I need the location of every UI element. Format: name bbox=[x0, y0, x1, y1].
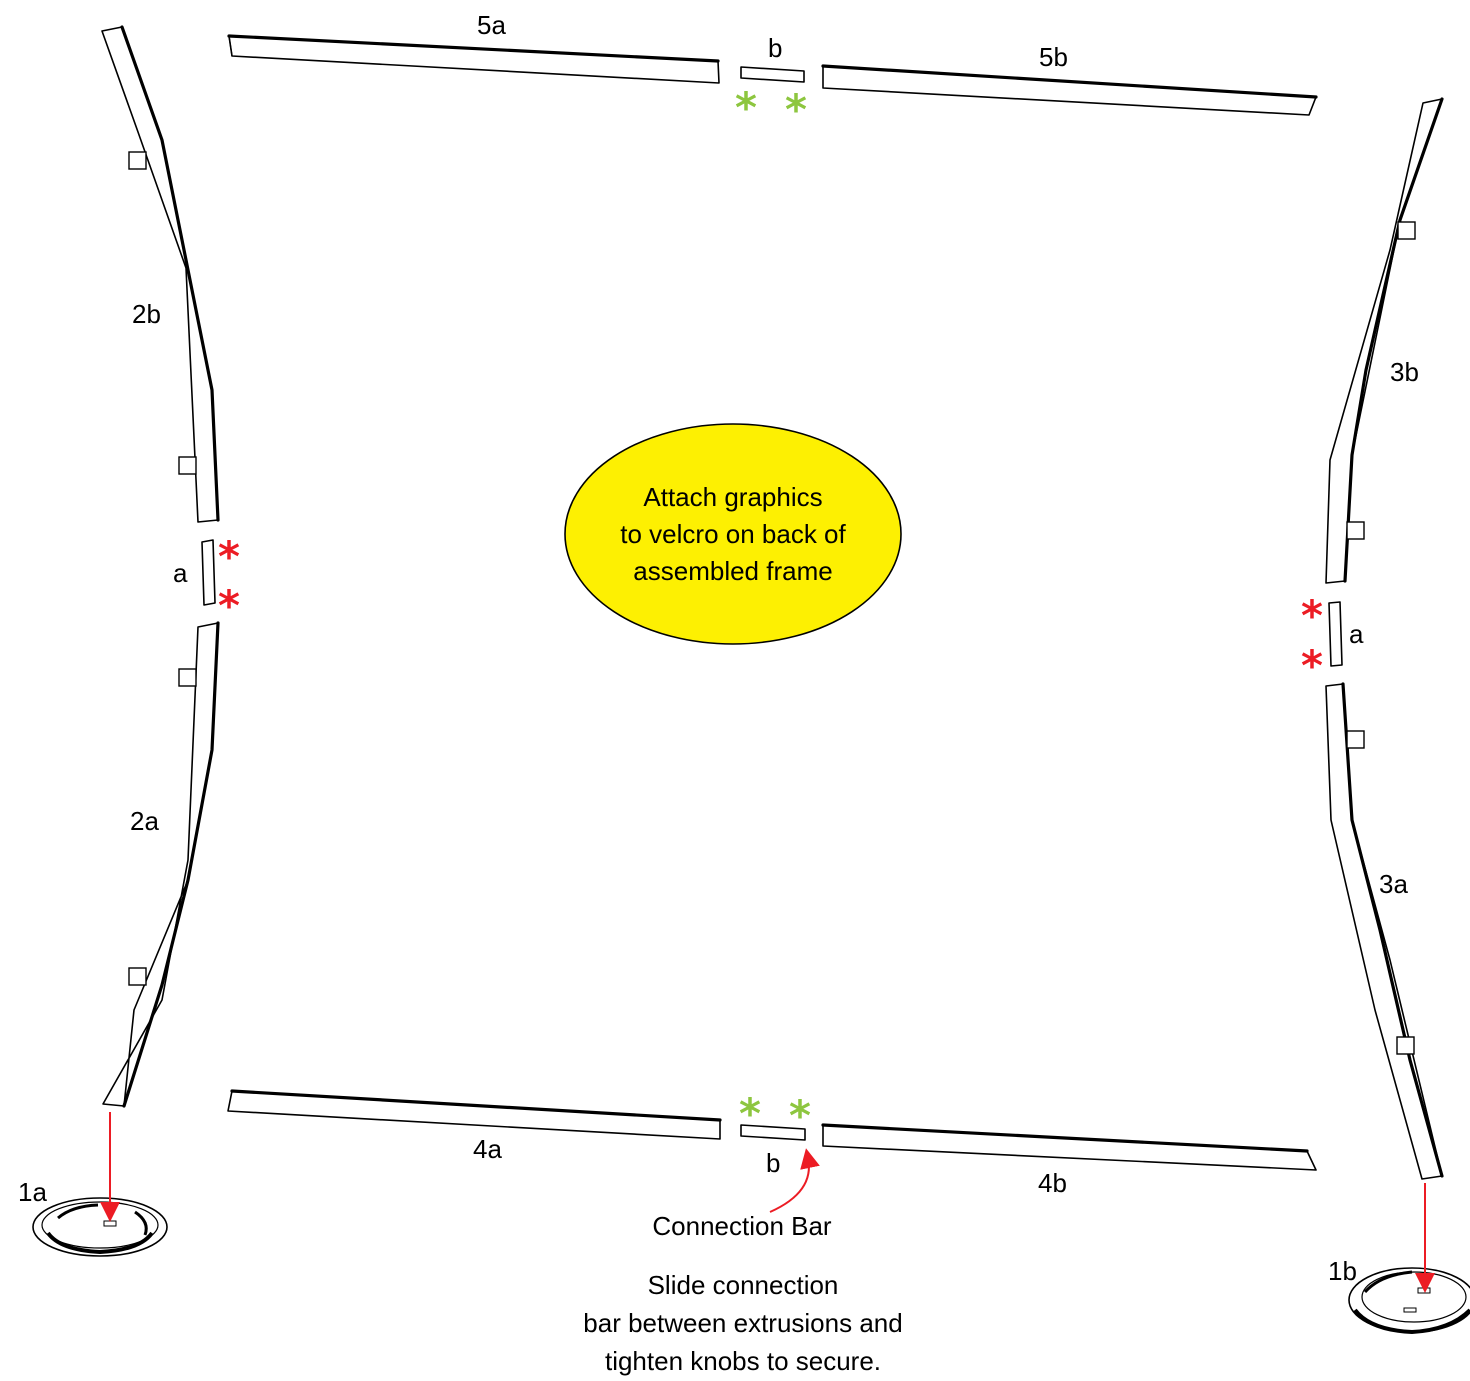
callout-line-1: Attach graphics bbox=[643, 482, 822, 512]
extrusion-4b bbox=[821, 1123, 1317, 1171]
label-2b: 2b bbox=[132, 299, 161, 329]
callout-line-2: to velcro on back of bbox=[620, 519, 846, 549]
instructions-line-3: tighten knobs to secure. bbox=[605, 1346, 881, 1376]
connector-a-right bbox=[1328, 601, 1343, 667]
extrusion-4a bbox=[227, 1089, 722, 1140]
callout-bubble bbox=[564, 423, 902, 645]
label-5b: 5b bbox=[1039, 42, 1068, 72]
graphics-callout: Attach graphics to velcro on back of ass… bbox=[564, 423, 902, 645]
marker-green-top-left: * bbox=[735, 83, 757, 132]
label-1b: 1b bbox=[1328, 1256, 1357, 1286]
marker-green-bottom-right: * bbox=[789, 1091, 811, 1140]
extrusion-2a bbox=[102, 621, 220, 1108]
extrusion-3b bbox=[1325, 97, 1444, 584]
label-3a: 3a bbox=[1379, 869, 1408, 899]
connection-bar-bottom bbox=[740, 1124, 806, 1141]
marker-red-left-top: * bbox=[218, 532, 240, 581]
label-right-a: a bbox=[1349, 619, 1364, 649]
label-5a: 5a bbox=[477, 10, 506, 40]
extrusion-3a bbox=[1325, 682, 1444, 1180]
label-3b: 3b bbox=[1390, 357, 1419, 387]
label-bottom-b: b bbox=[766, 1148, 780, 1178]
marker-green-top-right: * bbox=[785, 85, 807, 134]
instructions-line-1: Slide connection bbox=[648, 1270, 839, 1300]
label-1a: 1a bbox=[18, 1177, 47, 1207]
marker-red-left-bottom: * bbox=[218, 581, 240, 630]
callout-line-3: assembled frame bbox=[633, 556, 832, 586]
connection-bar-pointer-arrow bbox=[769, 1148, 820, 1213]
marker-green-bottom-left: * bbox=[739, 1089, 761, 1138]
label-4b: 4b bbox=[1038, 1168, 1067, 1198]
marker-red-right-top: * bbox=[1301, 591, 1323, 640]
label-4a: 4a bbox=[473, 1134, 502, 1164]
extrusion-2b bbox=[101, 25, 220, 523]
extrusion-5a bbox=[227, 34, 720, 84]
label-2a: 2a bbox=[130, 806, 159, 836]
label-left-a: a bbox=[173, 558, 188, 588]
base-plate-1b bbox=[1348, 1267, 1470, 1335]
connection-bar-top bbox=[740, 66, 805, 83]
instructions-line-2: bar between extrusions and bbox=[583, 1308, 902, 1338]
extrusion-5b bbox=[821, 64, 1318, 116]
connector-a-left bbox=[201, 539, 216, 606]
label-top-b: b bbox=[768, 33, 782, 63]
connection-bar-label: Connection Bar bbox=[652, 1211, 832, 1241]
marker-red-right-bottom: * bbox=[1301, 641, 1323, 690]
base-plate-1a bbox=[32, 1197, 168, 1257]
